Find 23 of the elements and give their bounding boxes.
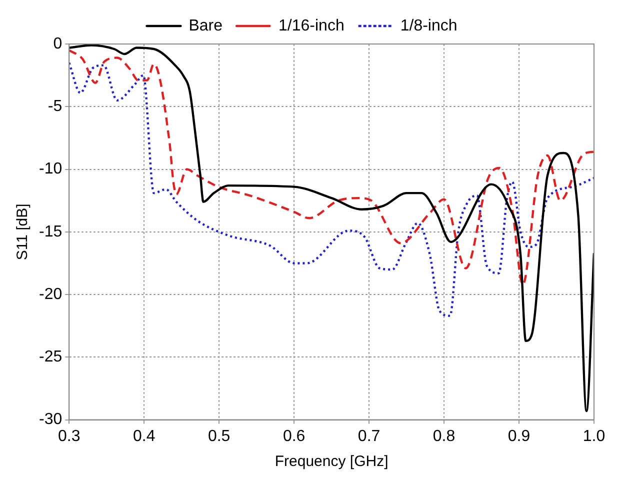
x-tick-label: 0.3 (58, 428, 80, 445)
y-tick-label: -10 (39, 160, 62, 178)
x-tick-label: 0.4 (132, 428, 156, 445)
y-axis-title: S11 [dB] (14, 204, 32, 260)
y-tick-label: 0 (53, 35, 62, 52)
x-tick-label: 1.0 (582, 428, 606, 445)
x-tick-label: 0.6 (282, 428, 306, 445)
line-series (69, 49, 594, 286)
x-tick-label: 0.7 (358, 428, 380, 445)
y-tick-label: -20 (39, 286, 62, 303)
x-tick-label: 0.9 (508, 428, 530, 445)
y-tick-label: -30 (39, 411, 62, 428)
legend-label: Bare (188, 17, 223, 34)
legend-label: 1/8-inch (400, 17, 458, 34)
x-tick-label: 0.5 (208, 428, 230, 445)
y-tick-label: -25 (39, 348, 62, 366)
y-tick-label: -5 (48, 98, 62, 116)
line-series (69, 62, 594, 317)
legend-label: 1/16-inch (278, 17, 344, 34)
x-tick-label: 0.8 (432, 428, 456, 445)
line-series (69, 44, 594, 412)
y-tick-label: -15 (39, 223, 62, 240)
x-axis-title: Frequency [GHz] (274, 453, 388, 470)
